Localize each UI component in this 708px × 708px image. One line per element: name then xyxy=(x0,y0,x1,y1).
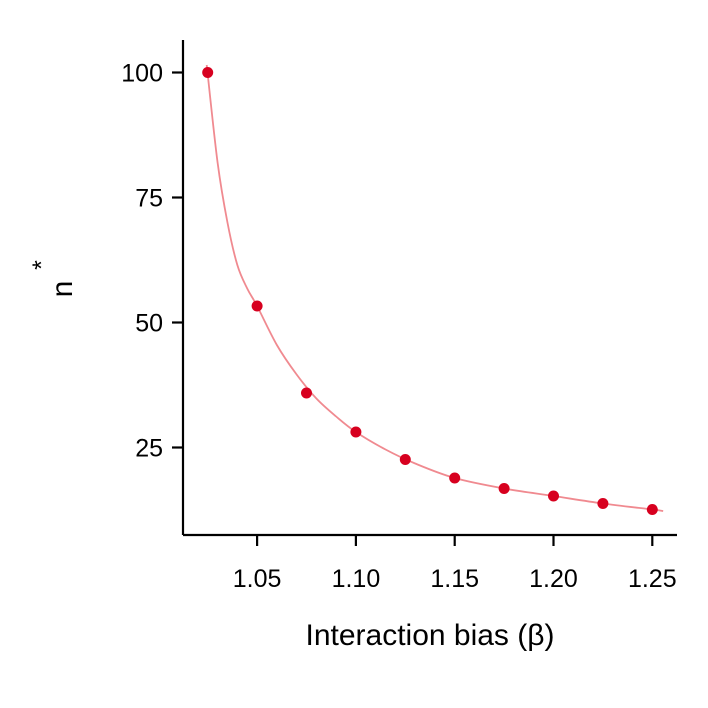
y-axis-title-superscript: * xyxy=(28,260,56,270)
data-point xyxy=(597,498,609,509)
y-tick-label: 75 xyxy=(135,185,163,213)
x-tick-label: 1.05 xyxy=(233,565,282,593)
y-tick-label: 25 xyxy=(135,435,163,463)
y-tick-label: 100 xyxy=(121,60,163,88)
x-axis-title: Interaction bias (β) xyxy=(305,619,554,652)
data-point xyxy=(350,426,362,438)
x-tick-label: 1.15 xyxy=(430,565,479,593)
x-tick-label: 1.25 xyxy=(628,565,677,593)
data-point xyxy=(202,67,214,78)
y-tick-label: 50 xyxy=(135,310,163,338)
data-point xyxy=(301,387,312,399)
y-axis-title: n xyxy=(46,281,79,298)
x-tick-label: 1.10 xyxy=(332,565,381,593)
data-point xyxy=(399,454,411,465)
axes: 1.05 1.10 1.15 1.20 1.25 25 50 75 100 xyxy=(121,40,677,593)
data-point xyxy=(646,504,658,515)
data-points-layer xyxy=(202,67,658,515)
data-point xyxy=(498,483,510,494)
fit-curve-layer xyxy=(205,64,664,512)
fit-curve-line xyxy=(205,64,664,512)
data-point xyxy=(449,472,461,484)
data-point xyxy=(548,490,559,502)
x-tick-label: 1.20 xyxy=(529,565,578,593)
axis-labels: Interaction bias (β) n * xyxy=(28,260,555,652)
data-point xyxy=(251,300,263,312)
